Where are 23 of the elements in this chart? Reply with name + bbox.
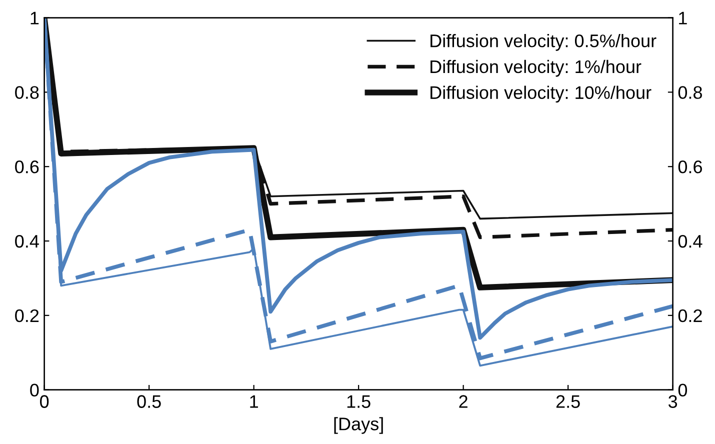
y2-tick-label: 1 bbox=[679, 12, 687, 24]
y-tick-label: 1 bbox=[30, 12, 39, 24]
y-tick-label: 0.8 bbox=[15, 86, 39, 99]
x-axis-title: [Days] bbox=[334, 417, 383, 434]
x-tick-label: 3 bbox=[668, 395, 678, 408]
y-tick-label: 0.6 bbox=[15, 160, 39, 174]
x-tick-label: 2.5 bbox=[556, 395, 580, 408]
legend-label: Diffusion velocity: 0.5%/hour bbox=[430, 34, 656, 51]
x-tick-label: 1.5 bbox=[347, 395, 370, 408]
x-tick-label: 2 bbox=[459, 395, 468, 408]
x-tick-label: 1 bbox=[250, 395, 258, 408]
y2-tick-label: 0.6 bbox=[678, 160, 702, 174]
x-tick-label: 0.5 bbox=[137, 395, 161, 408]
y-tick-label: 0.4 bbox=[15, 234, 39, 248]
y2-tick-label: 0.4 bbox=[678, 234, 702, 248]
x-tick-label: 0 bbox=[40, 395, 49, 408]
legend-label: Diffusion velocity: 10%/hour bbox=[430, 86, 652, 103]
y2-tick-label: 0 bbox=[678, 384, 688, 397]
y-tick-label: 0.2 bbox=[15, 309, 39, 322]
legend-label: Diffusion velocity: 1%/hour bbox=[430, 60, 642, 77]
y2-tick-label: 0.2 bbox=[678, 309, 702, 322]
y2-tick-label: 0.8 bbox=[678, 86, 702, 99]
y-tick-label: 0 bbox=[30, 384, 39, 397]
